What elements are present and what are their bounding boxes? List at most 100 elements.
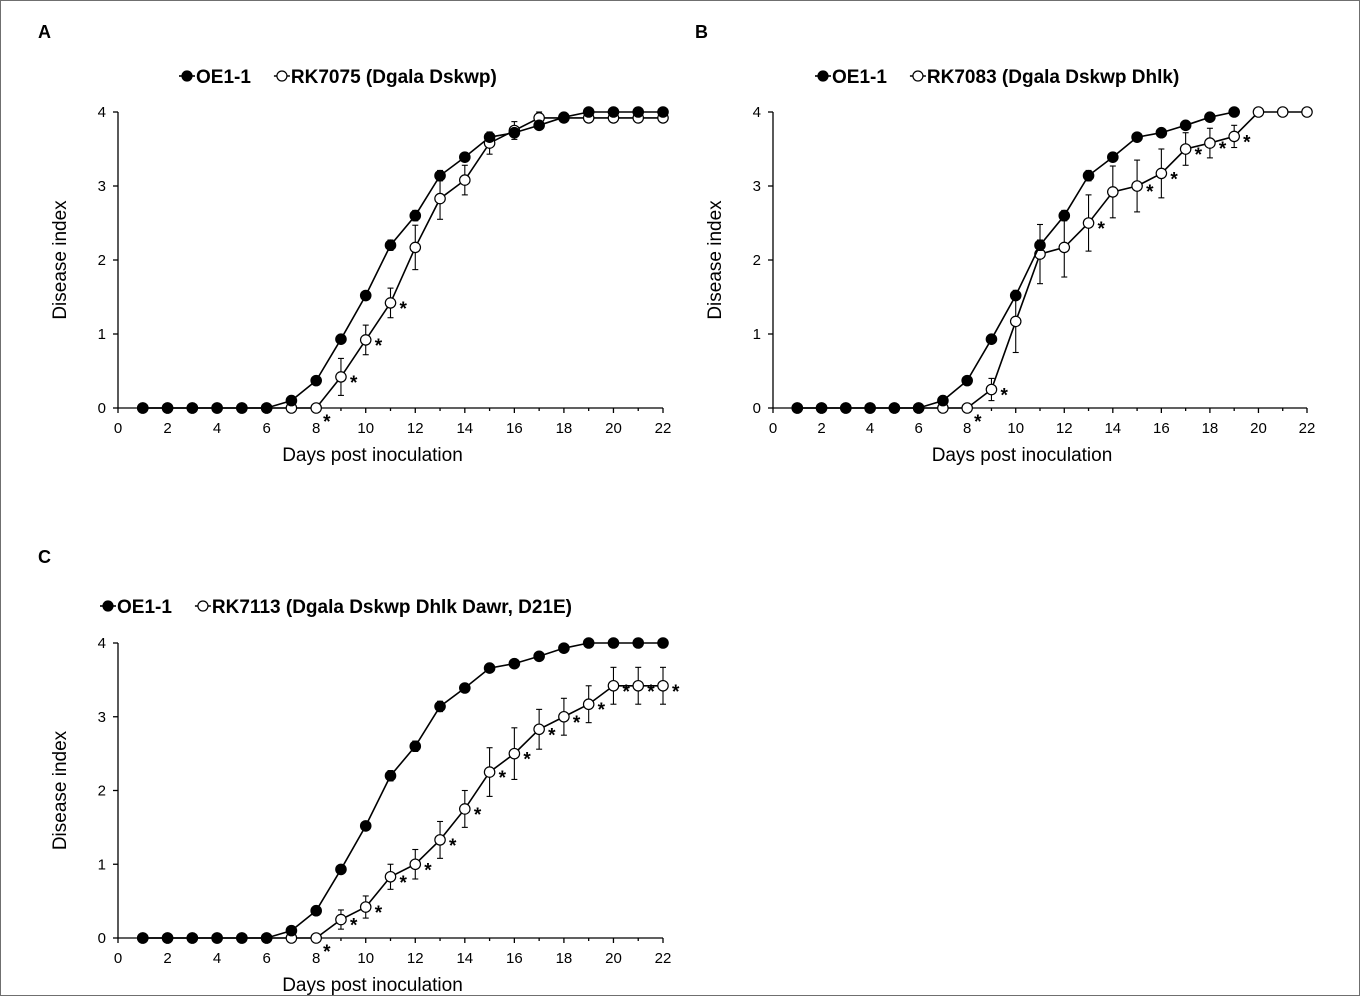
x-tick-label: 18	[556, 420, 573, 437]
data-point	[1179, 119, 1192, 132]
data-point	[483, 662, 496, 674]
legend-marker-filled	[181, 70, 193, 82]
data-point	[1034, 239, 1046, 251]
data-point	[558, 642, 570, 654]
panel-letter: C	[38, 547, 51, 567]
legend-label: RK7113 (Dgala Dskwp Dhlk Dawr, D21E)	[212, 597, 572, 618]
series-filled	[136, 637, 669, 944]
data-point	[632, 637, 645, 649]
data-point	[1107, 151, 1119, 163]
y-axis-title: Disease index	[50, 200, 71, 320]
data-point	[558, 710, 570, 723]
y-axis-title: Disease index	[50, 730, 71, 850]
data-point	[533, 723, 545, 736]
x-tick-label: 0	[769, 420, 777, 437]
data-point	[335, 371, 347, 383]
y-tick-label: 1	[98, 856, 106, 873]
x-tick-label: 10	[1007, 420, 1024, 437]
data-point	[657, 106, 669, 118]
data-point	[1058, 241, 1071, 254]
significance-asterisk: *	[548, 725, 556, 746]
legend-marker-open	[197, 600, 209, 612]
significance-asterisk: *	[375, 336, 383, 357]
x-tick-label: 8	[312, 950, 320, 967]
y-tick-label: 2	[753, 252, 761, 269]
data-point	[961, 402, 973, 414]
data-point	[1131, 180, 1143, 192]
data-point	[483, 766, 496, 778]
significance-asterisk: *	[400, 873, 408, 894]
data-point	[1301, 106, 1313, 118]
data-point	[508, 657, 521, 670]
x-tick-label: 20	[605, 950, 622, 967]
data-point	[409, 241, 422, 254]
data-point	[335, 863, 347, 876]
data-point	[1276, 106, 1289, 118]
x-tick-label: 16	[506, 420, 523, 437]
data-point	[285, 924, 298, 937]
panel-letter: A	[38, 22, 51, 42]
data-point	[1155, 167, 1168, 180]
data-point	[1252, 106, 1265, 118]
data-point	[607, 106, 620, 118]
data-point	[236, 932, 248, 944]
data-point	[985, 333, 998, 345]
data-point	[607, 679, 620, 692]
data-point	[483, 131, 496, 143]
y-tick-label: 0	[98, 930, 106, 947]
x-tick-label: 6	[262, 950, 270, 967]
series-filled	[136, 106, 669, 414]
x-tick-label: 22	[655, 420, 672, 437]
data-point	[582, 106, 595, 118]
data-point	[961, 374, 973, 387]
data-point	[434, 834, 446, 846]
data-point	[558, 111, 570, 123]
legend: OE1-1 RK7075 (Dgala Dskwp)	[179, 67, 497, 88]
series-line	[797, 111, 1235, 409]
data-point	[409, 209, 422, 222]
significance-asterisk: *	[350, 916, 358, 937]
data-point	[236, 402, 248, 414]
significance-asterisk: *	[523, 750, 531, 771]
significance-asterisk: *	[350, 373, 358, 394]
panel-letter: B	[695, 22, 708, 42]
significance-asterisk: *	[1000, 386, 1008, 407]
data-point	[310, 374, 322, 387]
data-point	[985, 383, 998, 396]
y-tick-label: 3	[98, 709, 106, 726]
data-point	[1058, 209, 1071, 222]
x-tick-label: 22	[655, 950, 672, 967]
x-tick-label: 14	[1104, 420, 1121, 437]
series-line	[142, 117, 663, 409]
significance-asterisk: *	[672, 682, 680, 703]
y-axis-title: Disease index	[705, 200, 726, 320]
x-tick-label: 6	[914, 420, 922, 437]
legend-label: RK7075 (Dgala Dskwp)	[291, 67, 497, 88]
data-point	[1009, 315, 1022, 328]
x-tick-label: 14	[456, 950, 473, 967]
legend-marker-filled	[102, 600, 114, 612]
significance-asterisk: *	[323, 942, 331, 963]
data-point	[409, 858, 422, 871]
data-point	[310, 904, 322, 917]
data-point	[409, 740, 422, 753]
data-point	[359, 901, 372, 913]
significance-asterisk: *	[647, 682, 655, 703]
significance-asterisk: *	[1098, 219, 1106, 240]
data-point	[136, 402, 149, 414]
data-point	[791, 402, 804, 414]
data-point	[864, 402, 876, 414]
legend: OE1-1 RK7083 (Dgala Dskwp Dhlk)	[815, 67, 1179, 88]
data-point	[359, 289, 372, 302]
data-point	[533, 650, 545, 663]
y-tick-label: 2	[98, 783, 106, 800]
data-point	[260, 932, 273, 944]
data-point	[384, 239, 397, 251]
series-line	[797, 111, 1307, 409]
data-point	[335, 913, 347, 926]
significance-asterisk: *	[598, 700, 606, 721]
data-point	[582, 637, 595, 649]
data-point	[434, 169, 446, 182]
data-point	[459, 682, 471, 694]
